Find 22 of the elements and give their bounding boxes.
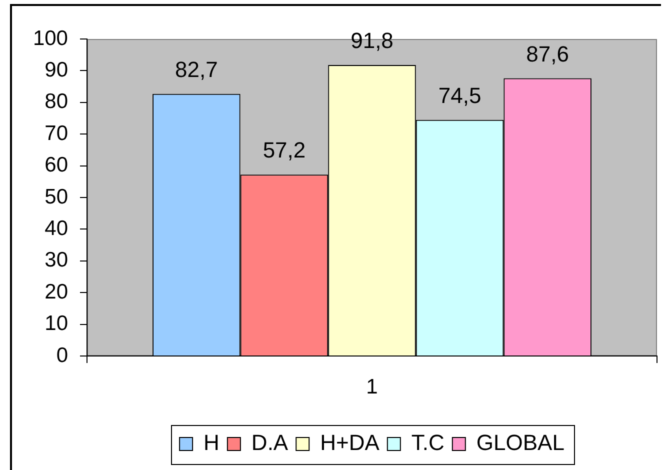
- data-label: 91,8: [350, 28, 394, 54]
- y-tick-label: 0: [56, 344, 68, 367]
- legend-label: T.C: [411, 430, 445, 456]
- y-tick-label: 60: [44, 154, 68, 177]
- legend-label: H+DA: [320, 430, 380, 456]
- data-label: 74,5: [438, 82, 482, 108]
- legend-label: GLOBAL: [476, 430, 564, 456]
- y-tick-label: 30: [44, 248, 68, 272]
- legend-label: H: [204, 430, 220, 456]
- y-tick-label: 100: [32, 26, 68, 50]
- y-tick-label: 40: [44, 216, 68, 240]
- x-tick-label: 1: [366, 375, 378, 398]
- y-tick-label: 90: [44, 58, 68, 82]
- y-tick-label: 70: [44, 122, 68, 145]
- data-label: 82,7: [175, 56, 218, 82]
- y-tick-label: 80: [44, 90, 68, 114]
- y-tick-label: 50: [44, 185, 68, 208]
- legend-label: D.A: [251, 430, 288, 456]
- y-tick-label: 20: [44, 280, 68, 304]
- data-label: 87,6: [526, 41, 569, 66]
- data-label: 57,2: [262, 138, 306, 163]
- y-tick-label: 10: [44, 312, 68, 336]
